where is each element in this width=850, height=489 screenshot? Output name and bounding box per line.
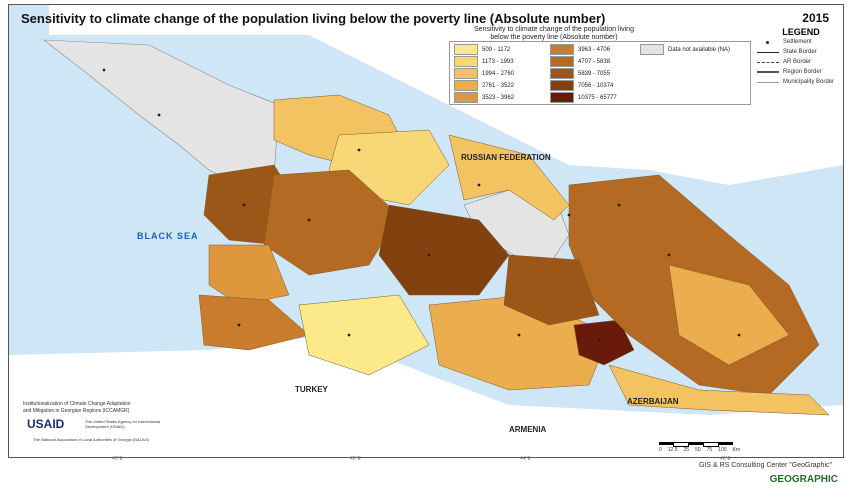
- region-adjara: [198, 294, 310, 351]
- legend-swatch: [454, 44, 478, 55]
- scale-unit: Km: [732, 447, 741, 453]
- legend-class-4: 2761 - 3522: [454, 80, 514, 91]
- municipality-border-icon: [757, 81, 779, 83]
- scale-tick: 25: [683, 447, 690, 453]
- scale-tick: 50: [695, 447, 701, 453]
- region-mtskheta: [448, 134, 570, 221]
- scale-tick: 75: [706, 447, 713, 453]
- legend-class-7: 4707 - 5838: [550, 56, 610, 67]
- region-east-low: [608, 364, 830, 416]
- legend-class-label: 2761 - 3522: [482, 82, 515, 89]
- coord-label: 42°E: [350, 456, 361, 462]
- state-border-icon: [757, 51, 779, 53]
- legend-swatch: [454, 92, 478, 103]
- legend-class-2: 1173 - 1993: [454, 56, 514, 67]
- legend-symbol-ar-border: AR Border: [757, 57, 843, 67]
- legend-symbol-region-border: Region Border: [757, 67, 843, 77]
- legend-class-6: 3963 - 4706: [550, 44, 610, 55]
- region-samtskhe: [298, 294, 430, 376]
- legend-swatch: [454, 68, 478, 79]
- legend-swatch: [550, 44, 574, 55]
- coord-label: 44°E: [520, 456, 531, 462]
- legend-class-label: 1994 - 2760: [482, 70, 515, 77]
- legend-symbol-label: Region Border: [783, 69, 822, 75]
- legend-swatch: [550, 56, 574, 67]
- project-credit: Institutionalization of Climate Change A…: [23, 401, 173, 415]
- geographic-logo: GEOGRAPHIC: [769, 474, 838, 485]
- legend-subtitle: Sensitivity to climate change of the pop…: [459, 26, 649, 42]
- settlement-points: [102, 68, 741, 342]
- legend-subtitle-line2: below the poverty line (Absolute number): [490, 34, 618, 41]
- legend-subtitle-line1: Sensitivity to climate change of the pop…: [474, 26, 634, 33]
- map-year: 2015: [802, 11, 829, 25]
- scale-bar-segments: [659, 442, 740, 447]
- scale-bar-labels: 0 12.5 25 50 75 100 Km: [659, 447, 740, 453]
- region-tbilisi: [573, 319, 635, 366]
- legend-symbol-label: State Border: [783, 49, 817, 55]
- scale-bar: 0 12.5 25 50 75 100 Km: [659, 442, 740, 453]
- legend-class-label: 7056 - 10374: [578, 82, 614, 89]
- project-credit-line2: and Mitigation in Georgian Regions (ICCA…: [23, 408, 130, 414]
- legend-class-label: 1173 - 1993: [482, 58, 514, 65]
- region-shida-kartli: [378, 204, 510, 296]
- legend-class-5: 3523 - 3962: [454, 92, 514, 103]
- turkey-landmass: [9, 335, 843, 457]
- legend-class-1: 509 - 1172: [454, 44, 510, 55]
- abkhazia-region: [43, 39, 280, 186]
- legend-swatch: [454, 56, 478, 67]
- region-border-icon: [757, 71, 779, 73]
- legend-symbol-label: Municipality Border: [783, 79, 835, 85]
- legend-symbol-municipality-border: Municipality Border: [757, 77, 843, 87]
- legend-swatch: [550, 92, 574, 103]
- legend-class-3: 1994 - 2760: [454, 68, 514, 79]
- legend-class-label: 3523 - 3962: [482, 94, 515, 101]
- scale-tick: 0: [659, 447, 662, 453]
- legend-swatch: [640, 44, 664, 55]
- legend-class-label: 509 - 1172: [482, 46, 511, 53]
- turkey-label: TURKEY: [295, 385, 328, 394]
- legend-class-label: 4707 - 5838: [578, 58, 611, 65]
- scale-tick: 100: [718, 447, 727, 453]
- legend-swatch: [550, 68, 574, 79]
- legend-symbol-label: Settlement: [783, 39, 812, 45]
- black-sea-label: BLACK SEA: [137, 231, 199, 241]
- project-credit-line1: Institutionalization of Climate Change A…: [23, 401, 131, 407]
- legend-class-10: 10375 - 65777: [550, 92, 617, 103]
- legend-na: Data not available (NA): [640, 44, 730, 55]
- ar-border-icon: [757, 61, 779, 63]
- region-kakheti-east: [668, 264, 790, 366]
- legend-swatch: [550, 80, 574, 91]
- coord-label: 46°E: [720, 456, 731, 462]
- legend-symbol-settlement: Settlement: [757, 37, 843, 47]
- legend-na-label: Data not available (NA): [668, 46, 731, 53]
- legend-symbols: LEGEND Settlement State Border AR Border…: [753, 25, 843, 105]
- legend-class-9: 7056 - 10374: [550, 80, 613, 91]
- legend-classes: 509 - 1172 1173 - 1993 1994 - 2760 2761 …: [449, 41, 751, 105]
- azerbaijan-label: AZERBAIJAN: [627, 397, 679, 406]
- legend-class-label: 3963 - 4706: [578, 46, 611, 53]
- legend-swatch: [454, 80, 478, 91]
- legend-class-8: 5839 - 7055: [550, 68, 610, 79]
- legend-heading: LEGEND: [782, 27, 820, 37]
- coord-label: 40°E: [112, 456, 123, 462]
- legend-class-label: 5839 - 7055: [578, 70, 611, 77]
- region-south-central: [503, 254, 600, 326]
- legend-class-label: 10375 - 65777: [578, 94, 617, 101]
- map-title: Sensitivity to climate change of the pop…: [21, 11, 606, 26]
- legend-symbol-label: AR Border: [783, 59, 812, 65]
- scale-tick: 12.5: [667, 447, 678, 453]
- map-frame: Sensitivity to climate change of the pop…: [8, 4, 844, 458]
- usaid-subtitle: The United States Agency for Internation…: [85, 419, 161, 429]
- region-guria: [208, 244, 290, 306]
- settlement-icon: [766, 40, 769, 44]
- usaid-logo: USAID: [27, 417, 65, 431]
- legend-symbol-state-border: State Border: [757, 47, 843, 57]
- consulting-credit: GIS & RS Consulting Center "GeoGraphic": [699, 462, 832, 469]
- choropleth-map: [9, 5, 843, 457]
- russia-label: RUSSIAN FEDERATION: [461, 153, 551, 162]
- armenia-label: ARMENIA: [509, 425, 547, 434]
- nalag-credit: The National Association of Local Author…: [33, 437, 150, 442]
